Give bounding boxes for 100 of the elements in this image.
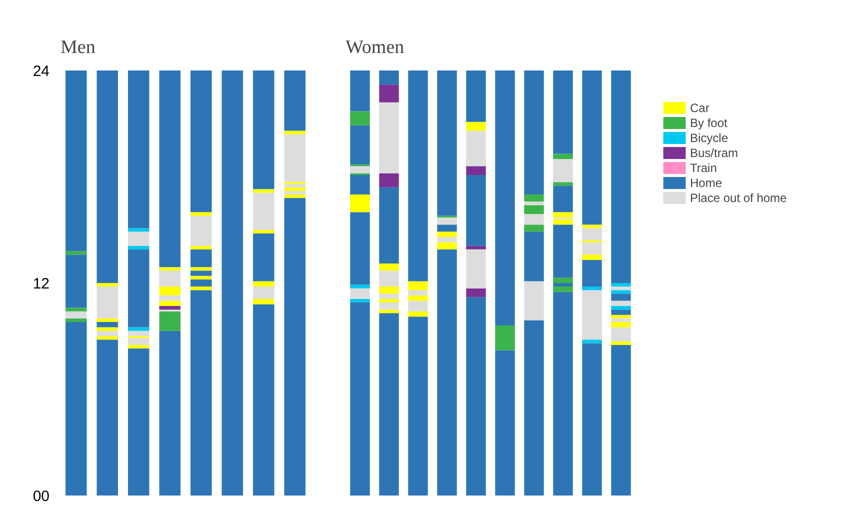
bar xyxy=(524,320,544,496)
bar xyxy=(437,236,457,242)
bar xyxy=(582,286,602,290)
bar xyxy=(582,254,602,260)
bar xyxy=(350,284,370,288)
bar xyxy=(582,343,602,496)
bar xyxy=(128,70,150,228)
bar xyxy=(379,84,399,102)
bar xyxy=(524,70,544,194)
bar xyxy=(379,264,399,271)
bar xyxy=(66,311,87,318)
bar xyxy=(66,251,87,255)
bar xyxy=(379,70,399,85)
bar xyxy=(553,224,573,278)
legend-label: Home xyxy=(690,175,722,190)
bar xyxy=(437,232,457,237)
bar xyxy=(408,281,428,290)
bar xyxy=(611,341,631,345)
bar xyxy=(284,190,306,194)
bar xyxy=(408,311,428,317)
bar xyxy=(611,290,631,294)
bar xyxy=(350,194,370,212)
bar xyxy=(253,70,274,190)
bar xyxy=(379,286,399,294)
bar xyxy=(466,246,486,250)
bar xyxy=(611,327,631,342)
bar xyxy=(253,189,274,193)
bar xyxy=(222,70,243,496)
bar xyxy=(128,228,150,232)
bar xyxy=(159,330,180,496)
legend-label: Place out of home xyxy=(690,190,787,205)
bar xyxy=(128,348,150,496)
bar xyxy=(190,290,212,496)
bar xyxy=(466,288,486,298)
bar xyxy=(190,286,212,290)
bar xyxy=(611,322,631,328)
bar xyxy=(379,313,399,496)
bar xyxy=(350,298,370,302)
bar xyxy=(582,260,602,287)
bar xyxy=(611,70,631,283)
bar xyxy=(350,111,370,126)
bar xyxy=(190,246,212,250)
bar xyxy=(66,308,87,312)
chart-title: Women xyxy=(346,37,405,58)
bar xyxy=(350,212,370,285)
bar xyxy=(611,283,631,287)
bar xyxy=(350,288,370,299)
bar xyxy=(284,187,306,191)
bar xyxy=(466,122,486,131)
bar xyxy=(284,130,306,134)
bar xyxy=(582,242,602,255)
bar xyxy=(159,306,180,310)
bar xyxy=(466,297,486,496)
bar xyxy=(495,350,515,496)
bar xyxy=(190,270,212,276)
bar xyxy=(553,219,573,225)
bar xyxy=(350,302,370,496)
bar xyxy=(66,322,87,496)
y-tick-label: 24 xyxy=(32,63,50,80)
bar xyxy=(96,336,118,340)
bar xyxy=(553,212,573,218)
bar xyxy=(96,322,118,328)
bar xyxy=(466,70,486,122)
bar xyxy=(582,340,602,344)
bar xyxy=(379,310,399,314)
bar xyxy=(408,300,428,312)
bar xyxy=(253,304,274,496)
bar xyxy=(253,230,274,234)
bar xyxy=(379,270,399,287)
chart-title: Men xyxy=(60,37,96,58)
bar xyxy=(408,316,428,496)
bar xyxy=(611,306,631,310)
bar xyxy=(524,202,544,206)
legend-label: Bicycle xyxy=(690,130,728,145)
bar xyxy=(253,298,274,304)
bar xyxy=(611,344,631,496)
legend-label: Car xyxy=(690,100,710,115)
bar xyxy=(466,130,486,166)
legend-label: Bus/tram xyxy=(690,145,738,160)
bar xyxy=(466,174,486,246)
y-tick-label: 00 xyxy=(32,488,50,505)
bar xyxy=(437,249,457,496)
y-tick-label: 12 xyxy=(32,276,50,292)
bar xyxy=(96,70,118,283)
bar xyxy=(553,154,573,160)
bar xyxy=(96,283,118,287)
bar xyxy=(253,281,274,287)
bar xyxy=(253,286,274,299)
bar xyxy=(66,254,87,308)
bar xyxy=(253,233,274,282)
bar xyxy=(190,276,212,280)
bar xyxy=(437,242,457,250)
bar xyxy=(128,338,150,345)
bar xyxy=(350,70,370,112)
bar xyxy=(379,187,399,264)
legend-label: By foot xyxy=(690,115,728,130)
bar xyxy=(96,327,118,331)
legend-label: Train xyxy=(690,160,717,175)
bar xyxy=(66,318,87,322)
bar xyxy=(284,198,306,496)
